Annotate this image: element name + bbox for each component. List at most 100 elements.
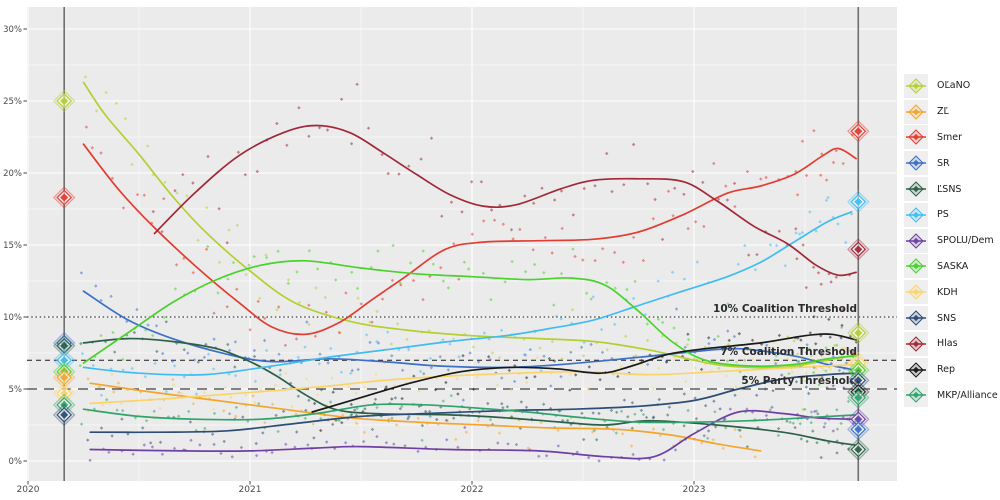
poll-point xyxy=(283,343,288,347)
poll-point xyxy=(605,348,609,352)
poll-point xyxy=(524,376,529,380)
poll-point xyxy=(177,390,181,395)
poll-point xyxy=(535,410,539,414)
poll-point xyxy=(428,356,433,361)
trend-line-Rep xyxy=(311,333,857,413)
poll-point xyxy=(476,360,481,364)
poll-point xyxy=(625,287,629,292)
poll-point xyxy=(836,222,840,226)
legend-label-ĽSNS: ĽSNS xyxy=(937,183,962,195)
poll-point xyxy=(328,400,333,404)
poll-point xyxy=(464,430,468,434)
poll-point xyxy=(198,443,202,447)
poll-point xyxy=(610,189,614,194)
poll-point xyxy=(724,184,728,188)
poll-point xyxy=(809,410,814,414)
poll-point xyxy=(456,392,460,396)
poll-point xyxy=(807,391,811,396)
poll-point xyxy=(829,280,833,284)
poll-point xyxy=(804,173,809,178)
poll-point xyxy=(800,139,805,143)
poll-point xyxy=(571,213,575,217)
poll-point xyxy=(839,421,843,426)
poll-point xyxy=(253,379,258,383)
poll-point xyxy=(633,279,637,284)
poll-point xyxy=(355,82,359,86)
poll-point xyxy=(456,445,460,449)
poll-point xyxy=(276,249,280,253)
legend-label-SNS: SNS xyxy=(937,312,957,324)
poll-point xyxy=(312,436,316,440)
poll-point xyxy=(682,424,686,428)
poll-point xyxy=(809,421,813,425)
poll-point xyxy=(580,411,584,415)
poll-point xyxy=(651,387,655,391)
poll-point xyxy=(764,413,769,418)
poll-point xyxy=(359,302,363,306)
poll-point xyxy=(120,417,124,421)
poll-point xyxy=(814,367,818,371)
poll-point xyxy=(114,101,119,106)
poll-point xyxy=(804,371,808,375)
poll-point xyxy=(824,178,829,182)
legend-marker-SR xyxy=(904,151,928,176)
poll-point xyxy=(216,291,220,295)
poll-point xyxy=(840,323,844,328)
legend-item-SASKA: SASKA xyxy=(904,254,998,280)
poll-point xyxy=(375,434,379,439)
poll-point xyxy=(772,340,776,344)
poll-point xyxy=(801,243,805,247)
poll-point xyxy=(319,416,323,421)
poll-point xyxy=(501,406,505,410)
poll-point xyxy=(203,426,207,431)
trend-lines xyxy=(82,81,857,460)
y-tick-label: 25% xyxy=(3,97,22,107)
poll-point xyxy=(421,297,425,302)
poll-point xyxy=(693,220,698,224)
legend-item-KDH: KDH xyxy=(904,279,998,305)
legend-item-Rep: Rep xyxy=(904,357,998,383)
poll-point xyxy=(673,186,677,190)
legend-label-Smer: Smer xyxy=(937,131,963,143)
y-tick-label: 5% xyxy=(9,385,23,395)
poll-point xyxy=(714,425,718,429)
poll-point xyxy=(349,402,353,407)
poll-point xyxy=(441,338,445,342)
poll-point xyxy=(824,198,829,202)
poll-point xyxy=(392,442,396,446)
poll-point xyxy=(560,357,564,361)
poll-point xyxy=(535,356,539,360)
legend-item-Hlas: Hlas xyxy=(904,331,998,357)
poll-point xyxy=(278,368,282,372)
poll-point xyxy=(405,337,409,342)
legend-label-PS: PS xyxy=(937,209,949,221)
poll-point xyxy=(317,126,322,130)
poll-point xyxy=(252,348,257,353)
poll-point xyxy=(231,260,236,265)
poll-point xyxy=(350,368,354,373)
poll-point xyxy=(390,278,395,283)
election-result-Smer xyxy=(52,186,76,209)
poll-point xyxy=(488,357,492,362)
poll-point xyxy=(745,445,750,449)
election-result-PS xyxy=(847,190,870,214)
poll-point xyxy=(750,338,755,342)
poll-point xyxy=(400,396,404,401)
poll-point xyxy=(161,351,165,356)
poll-point xyxy=(826,195,830,200)
poll-point xyxy=(770,405,774,409)
poll-point xyxy=(707,341,711,346)
poll-point xyxy=(526,446,530,450)
poll-point xyxy=(693,396,697,400)
poll-point xyxy=(233,374,238,378)
poll-point xyxy=(646,182,650,186)
poll-point xyxy=(706,429,711,433)
poll-point xyxy=(275,308,279,312)
poll-point xyxy=(574,373,578,377)
poll-point xyxy=(559,271,564,276)
poll-point xyxy=(294,337,299,341)
trend-line-SR xyxy=(82,290,857,372)
poll-point xyxy=(254,441,258,446)
poll-point xyxy=(544,454,549,458)
